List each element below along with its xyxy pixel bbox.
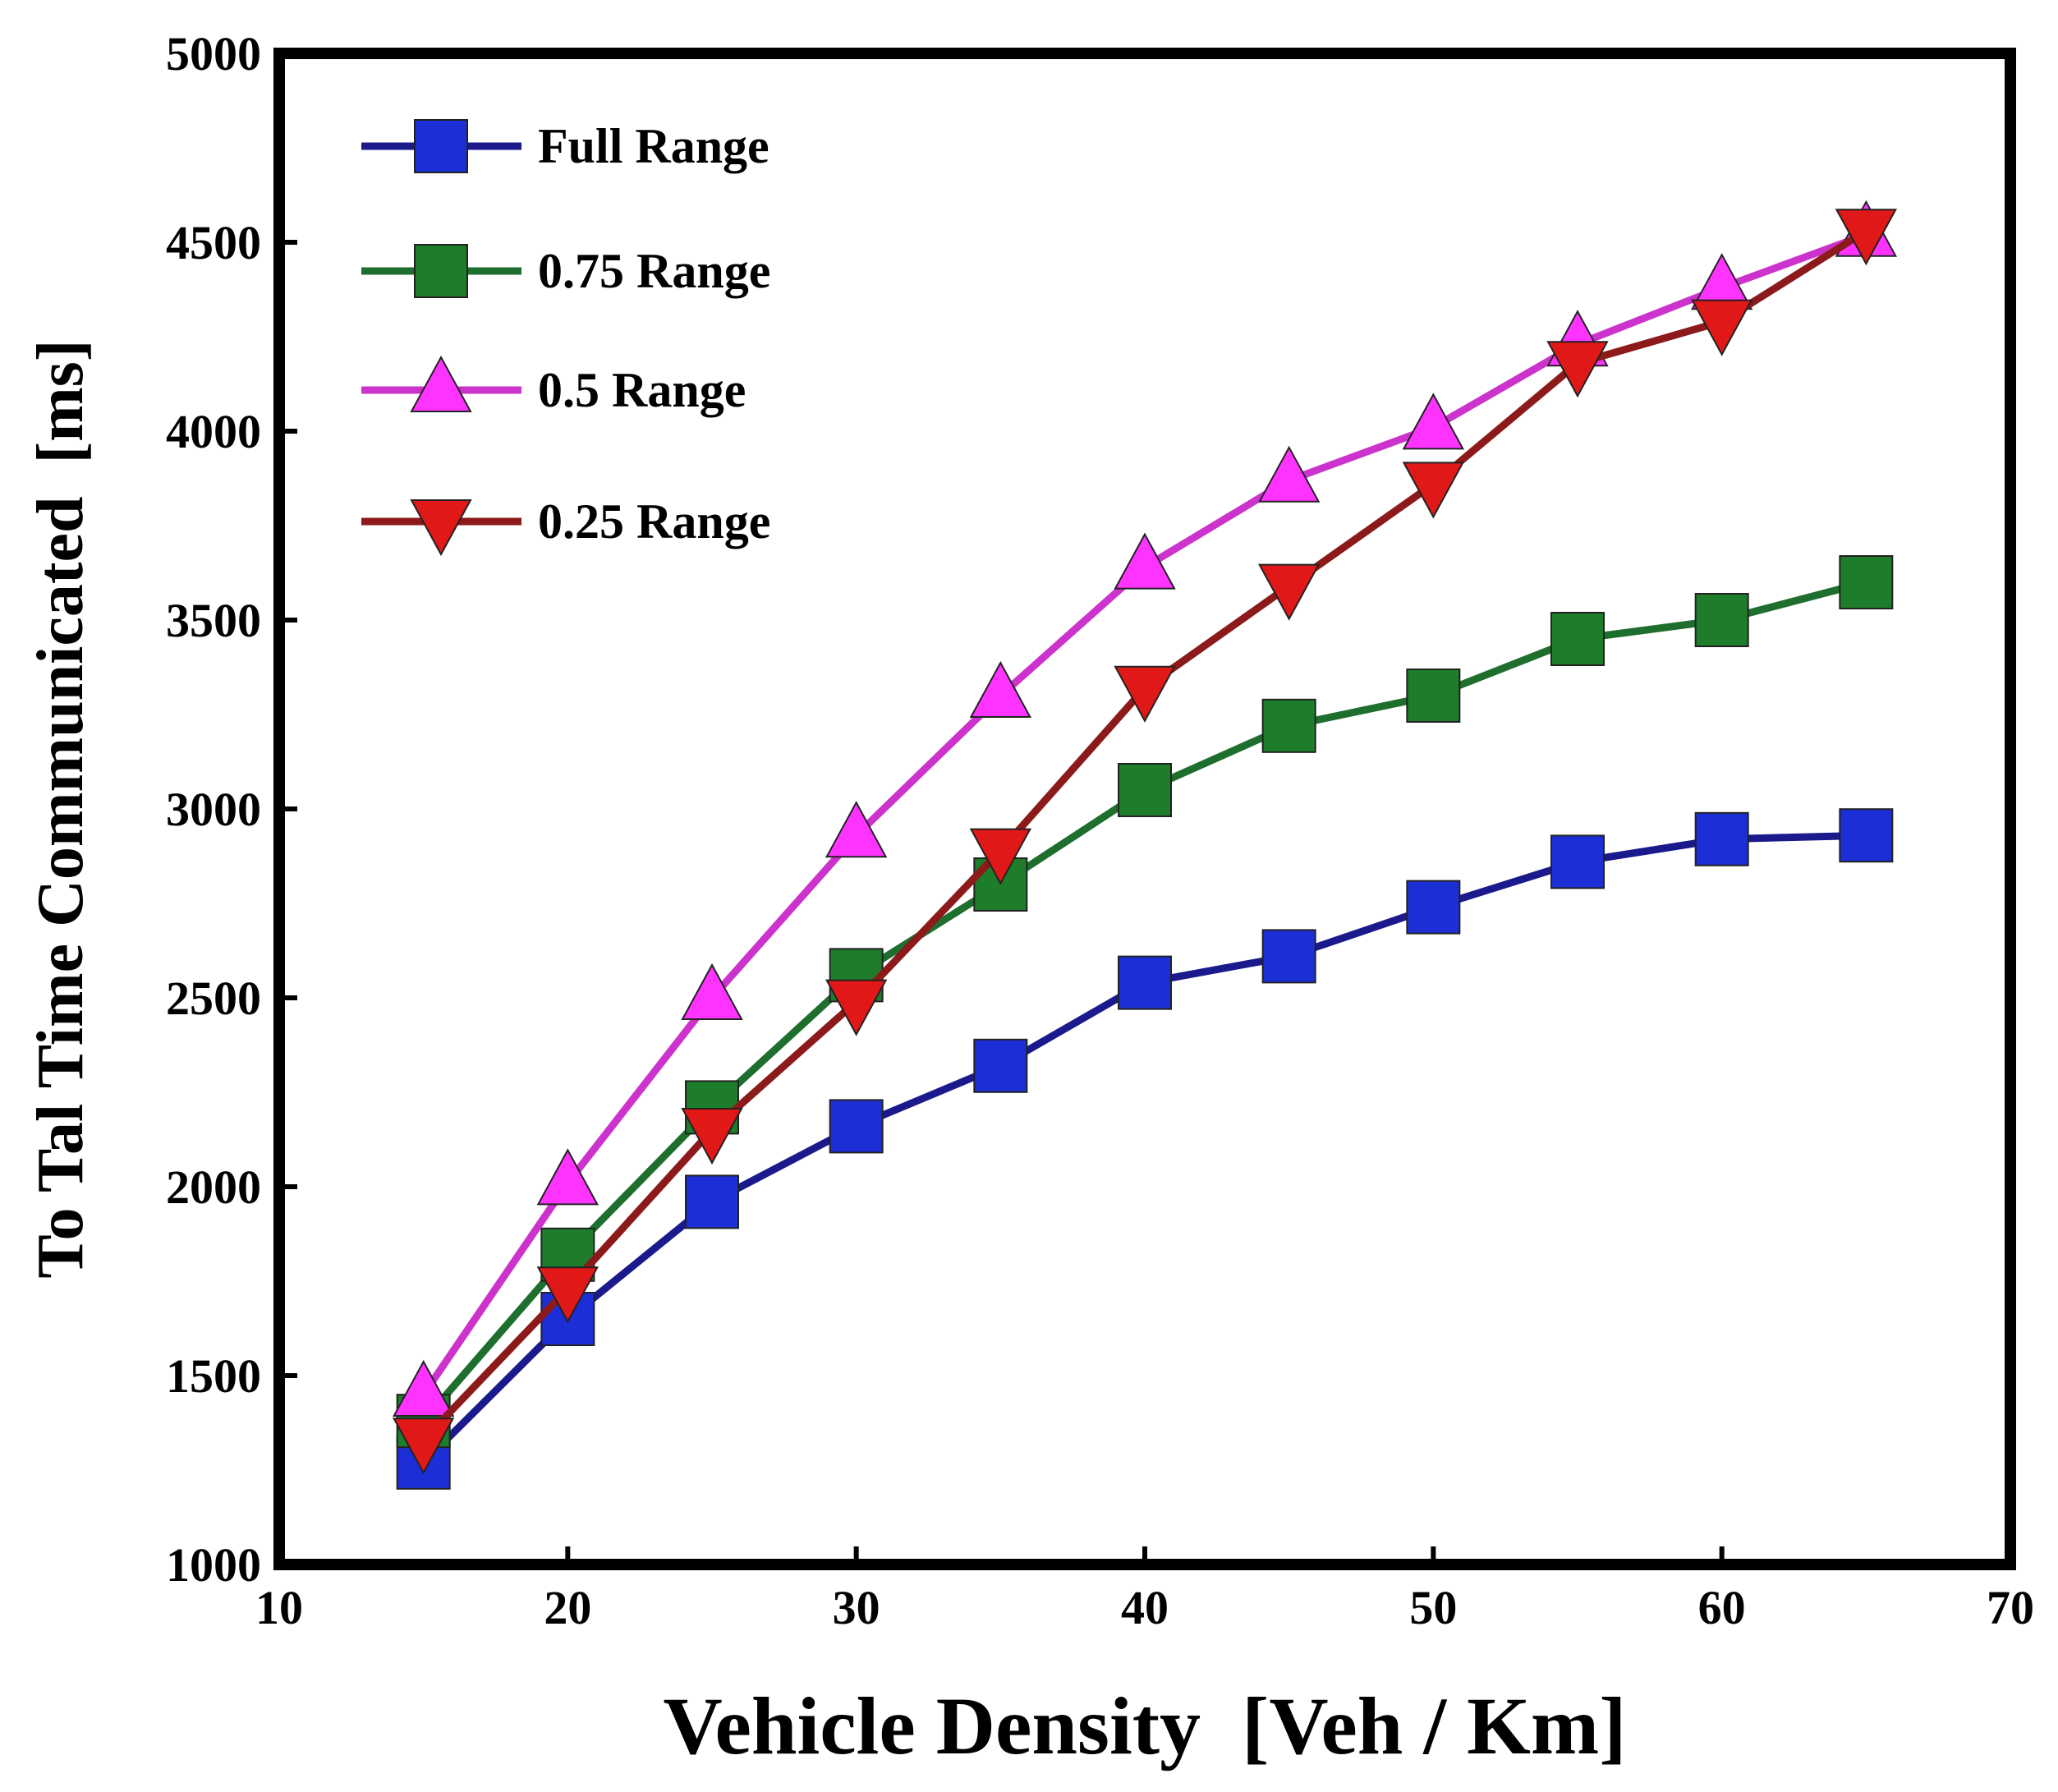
- data-point: [1257, 445, 1321, 503]
- x-tick-label: 70: [1987, 1581, 2034, 1634]
- legend-marker: [414, 244, 468, 298]
- data-point: [825, 801, 888, 858]
- data-point: [536, 1148, 599, 1206]
- data-point: [392, 1359, 455, 1417]
- series-0-25-range: [392, 209, 1898, 1475]
- data-point: [685, 1174, 739, 1229]
- data-point: [1550, 612, 1605, 666]
- legend-marker: [410, 355, 472, 412]
- series-full-range: [396, 808, 1894, 1490]
- x-tick-label: 50: [1409, 1581, 1457, 1634]
- data-point: [1261, 698, 1316, 753]
- data-point: [681, 1108, 743, 1165]
- y-tick-label: 3500: [166, 594, 261, 647]
- data-point: [1835, 209, 1898, 266]
- data-point: [1114, 665, 1176, 723]
- x-tick-label: 20: [544, 1581, 591, 1634]
- legend-item: 0.25 Range: [361, 494, 770, 557]
- data-point: [1118, 955, 1172, 1010]
- legend-item: 0.5 Range: [361, 355, 746, 417]
- legend-item: 0.75 Range: [361, 244, 770, 298]
- data-point: [681, 963, 743, 1020]
- x-tick-label: 30: [833, 1581, 880, 1634]
- legend-label: 0.75 Range: [538, 244, 770, 298]
- y-tick-label: 2500: [166, 972, 261, 1025]
- legend-label: Full Range: [538, 119, 769, 173]
- y-tick-label: 5000: [166, 27, 261, 80]
- data-point: [973, 1038, 1028, 1093]
- x-axis-title: Vehicle Density [Veh / Km]: [663, 1680, 1626, 1771]
- y-tick-label: 1000: [166, 1538, 261, 1592]
- x-tick-label: 60: [1698, 1581, 1746, 1634]
- y-tick-label: 2000: [166, 1160, 261, 1214]
- legend-marker: [410, 499, 472, 557]
- data-point: [969, 660, 1032, 718]
- data-point: [825, 979, 888, 1036]
- data-point: [392, 1418, 455, 1475]
- y-tick-label: 4000: [166, 405, 261, 458]
- data-point: [1402, 462, 1465, 519]
- y-tick-label: 3000: [166, 783, 261, 836]
- data-point: [1546, 341, 1609, 398]
- x-tick-label: 10: [255, 1581, 303, 1634]
- y-axis-title: To Tal Time Communicated [ms]: [25, 339, 97, 1278]
- data-point: [1690, 299, 1753, 356]
- y-tick-label: 1500: [166, 1349, 261, 1403]
- legend: Full Range 0.75 Range 0.5 Range 0.25 Range: [361, 119, 770, 557]
- data-point: [1114, 532, 1176, 590]
- data-point: [1694, 593, 1749, 647]
- data-point: [1118, 763, 1172, 817]
- legend-marker: [414, 119, 468, 173]
- ticks-layer: 10 20 30 40 50 60 70 1000 1500 2000 2500 3000 3500 40…: [166, 27, 2034, 1634]
- data-point: [536, 1266, 599, 1324]
- data-point: [1257, 563, 1321, 621]
- x-tick-label: 40: [1121, 1581, 1169, 1634]
- legend-label: 0.25 Range: [538, 494, 770, 549]
- data-point: [1402, 393, 1465, 450]
- data-point: [1406, 880, 1461, 935]
- data-point: [969, 828, 1032, 885]
- y-tick-label: 4500: [166, 216, 261, 269]
- legend-label: 0.5 Range: [538, 363, 746, 417]
- series-layer: [392, 200, 1898, 1490]
- data-point: [1550, 834, 1605, 889]
- data-point: [1261, 929, 1316, 984]
- data-point: [1839, 808, 1894, 863]
- data-point: [1406, 669, 1461, 723]
- data-point: [1839, 555, 1894, 609]
- data-point: [1694, 811, 1749, 866]
- data-point: [829, 1099, 884, 1154]
- legend-item: Full Range: [361, 119, 769, 173]
